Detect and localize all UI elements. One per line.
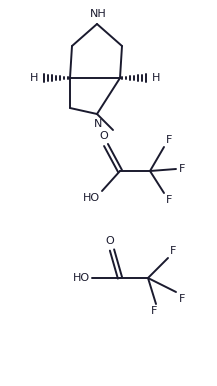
Text: F: F	[170, 246, 176, 256]
Text: O: O	[100, 131, 108, 141]
Text: HO: HO	[83, 193, 100, 203]
Text: N: N	[94, 119, 102, 129]
Text: O: O	[106, 236, 114, 246]
Text: F: F	[179, 294, 185, 304]
Text: F: F	[179, 164, 185, 174]
Text: HO: HO	[73, 273, 90, 283]
Text: F: F	[151, 306, 157, 316]
Text: H: H	[152, 73, 160, 83]
Text: NH: NH	[90, 9, 106, 19]
Text: H: H	[30, 73, 38, 83]
Text: F: F	[166, 195, 172, 205]
Text: F: F	[166, 135, 172, 145]
